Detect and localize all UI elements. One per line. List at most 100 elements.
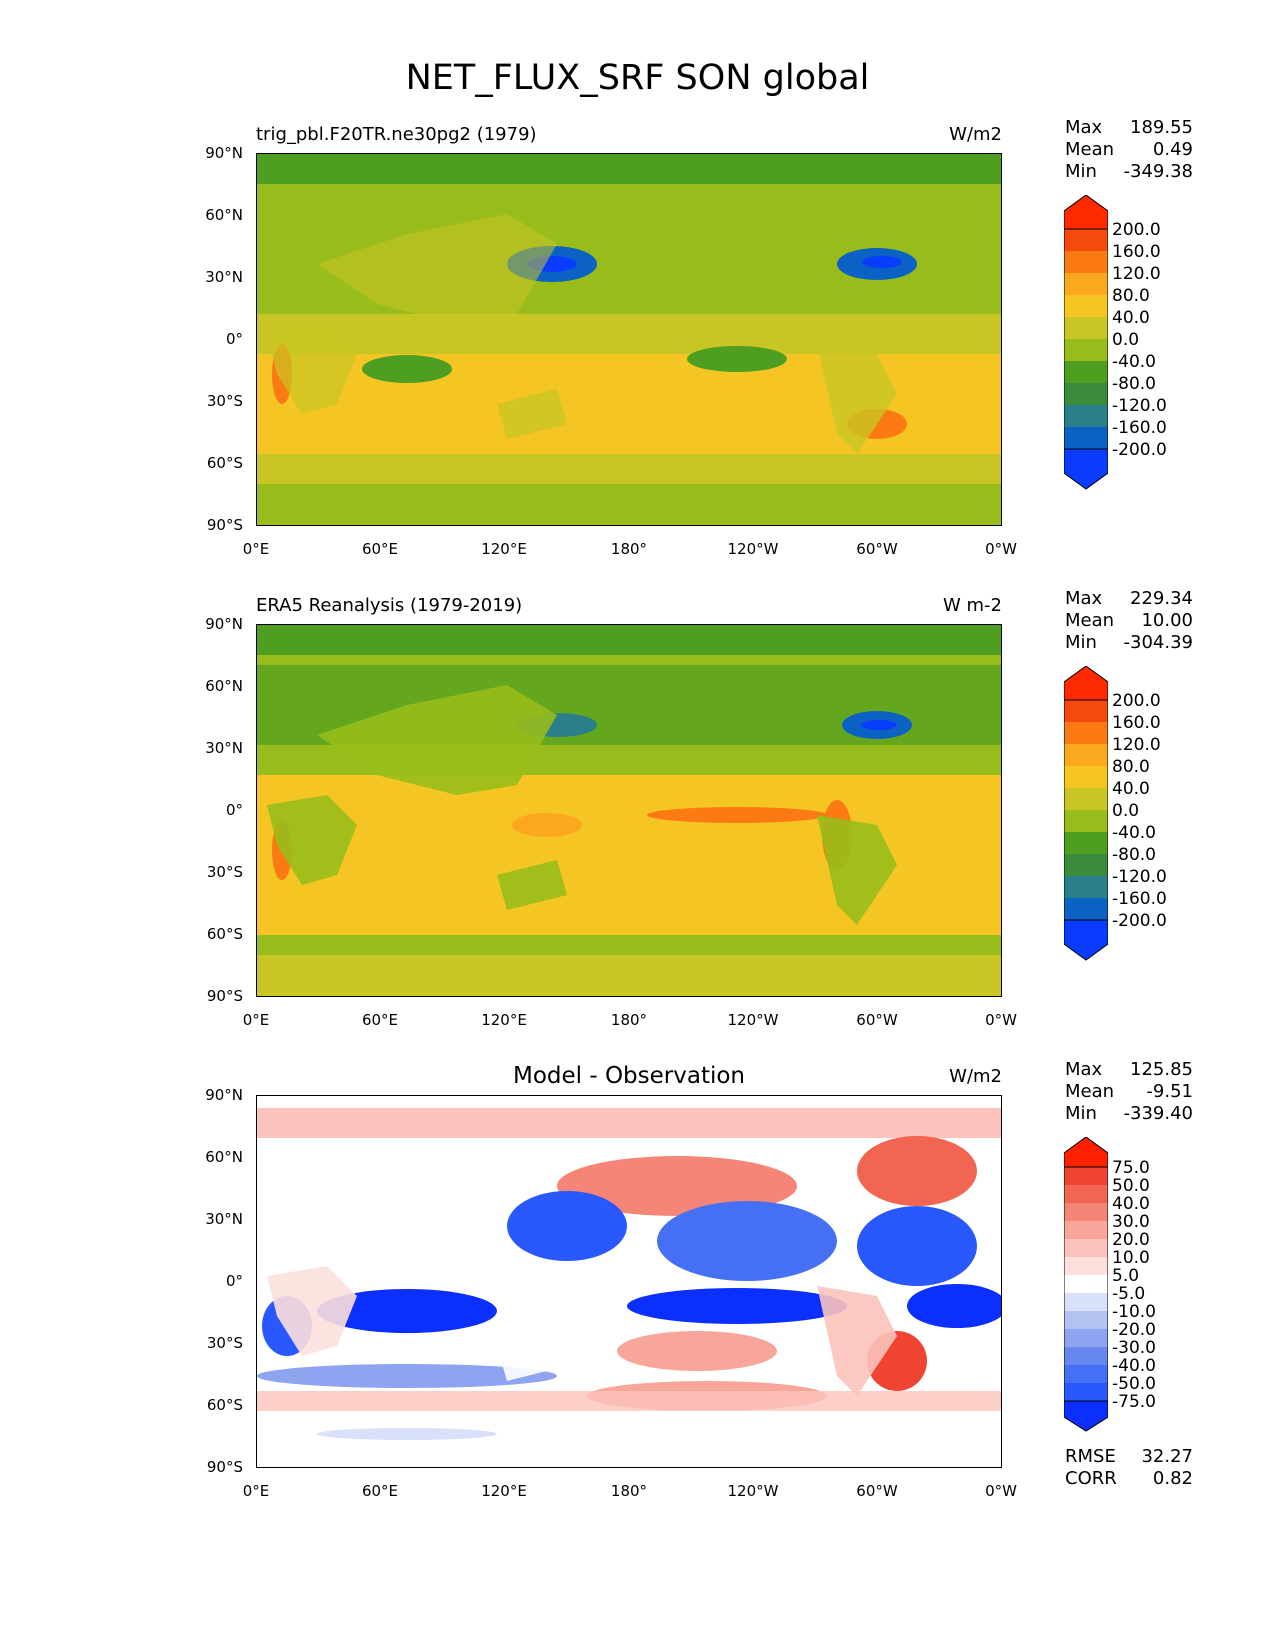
stat-mean: 10.00 xyxy=(1141,610,1193,631)
y-tick-label: 30°N xyxy=(205,1210,243,1228)
panel-units: W/m2 xyxy=(949,124,1002,145)
x-tick-label: 0°W xyxy=(985,1482,1017,1500)
x-tick-label: 120°E xyxy=(481,1482,527,1500)
stat-min: -304.39 xyxy=(1123,632,1193,653)
x-tick-label: 60°W xyxy=(856,1011,898,1029)
x-tick-label: 60°W xyxy=(856,540,898,558)
y-tick-label: 30°S xyxy=(206,863,243,881)
colorbar-label: -120.0 xyxy=(1112,867,1167,887)
stat-label: Mean xyxy=(1065,610,1115,631)
colorbar-label: -160.0 xyxy=(1112,889,1167,909)
colorbar-label: 0.0 xyxy=(1112,330,1140,350)
x-tick-label: 120°E xyxy=(481,1011,527,1029)
y-tick-label: 90°N xyxy=(205,615,243,633)
colorbar-label: -40.0 xyxy=(1112,1356,1156,1376)
colorbar-label: 120.0 xyxy=(1112,264,1161,284)
x-tick-label: 0°E xyxy=(242,1482,270,1500)
y-tick-label: 60°N xyxy=(205,206,243,224)
colorbar-label: 160.0 xyxy=(1112,713,1161,733)
y-tick-label: 30°N xyxy=(205,739,243,757)
corr-label: CORR xyxy=(1065,1468,1117,1489)
colorbar-label: 80.0 xyxy=(1112,286,1150,306)
colorbar-label: 80.0 xyxy=(1112,757,1150,777)
colorbar-label: -75.0 xyxy=(1112,1392,1156,1412)
map-plot xyxy=(256,624,1002,997)
colorbar-label: -80.0 xyxy=(1112,845,1156,865)
x-tick-label: 120°W xyxy=(727,1482,779,1500)
y-tick-label: 90°N xyxy=(205,1086,243,1104)
colorbar-label: 0.0 xyxy=(1112,801,1140,821)
stat-label: Min xyxy=(1065,632,1097,653)
figure-title: NET_FLUX_SRF SON global xyxy=(405,58,870,98)
colorbar-label: -40.0 xyxy=(1112,823,1156,843)
colorbar-label: 20.0 xyxy=(1112,1230,1150,1250)
colorbar-label: 200.0 xyxy=(1112,220,1161,240)
y-tick-label: 0° xyxy=(225,330,243,348)
colorbar-label: -5.0 xyxy=(1112,1284,1146,1304)
corr-value: 0.82 xyxy=(1152,1468,1193,1489)
y-tick-label: 60°S xyxy=(206,454,243,472)
panel-title: Model - Observation xyxy=(512,1063,746,1089)
stat-label: Max xyxy=(1065,1059,1103,1080)
colorbar-label: -160.0 xyxy=(1112,418,1167,438)
colorbar xyxy=(1063,1136,1109,1436)
colorbar-label: -40.0 xyxy=(1112,352,1156,372)
x-tick-label: 60°W xyxy=(856,1482,898,1500)
stat-label: Mean xyxy=(1065,139,1115,160)
stat-label: Max xyxy=(1065,117,1103,138)
colorbar-label: -30.0 xyxy=(1112,1338,1156,1358)
stat-min: -349.38 xyxy=(1123,161,1193,182)
x-tick-label: 0°E xyxy=(242,1011,270,1029)
y-tick-label: 60°N xyxy=(205,1148,243,1166)
x-tick-label: 60°E xyxy=(361,1482,399,1500)
colorbar-label: 75.0 xyxy=(1112,1158,1150,1178)
colorbar-label: 40.0 xyxy=(1112,1194,1150,1214)
x-tick-label: 120°W xyxy=(727,540,779,558)
map-plot xyxy=(256,1095,1002,1468)
colorbar-label: 30.0 xyxy=(1112,1212,1150,1232)
colorbar xyxy=(1063,665,1109,965)
x-tick-label: 180° xyxy=(610,1011,648,1029)
stat-label: Mean xyxy=(1065,1081,1115,1102)
stats-box: Max 229.34 Mean 10.00 Min -304.39 xyxy=(1065,588,1193,654)
stat-mean: 0.49 xyxy=(1152,139,1193,160)
stat-max: 125.85 xyxy=(1130,1059,1193,1080)
stats-box: Max 125.85 Mean -9.51 Min -339.40 xyxy=(1065,1059,1193,1125)
stats-box: Max 189.55 Mean 0.49 Min -349.38 xyxy=(1065,117,1193,183)
x-tick-label: 120°W xyxy=(727,1011,779,1029)
colorbar-label: -200.0 xyxy=(1112,911,1167,931)
stat-mean: -9.51 xyxy=(1146,1081,1193,1102)
colorbar-label: -20.0 xyxy=(1112,1320,1156,1340)
y-tick-label: 60°S xyxy=(206,1396,243,1414)
y-tick-label: 30°S xyxy=(206,392,243,410)
x-tick-label: 120°E xyxy=(481,540,527,558)
x-tick-label: 0°E xyxy=(242,540,270,558)
y-tick-label: 90°N xyxy=(205,144,243,162)
x-tick-label: 60°E xyxy=(361,540,399,558)
y-tick-label: 0° xyxy=(225,1272,243,1290)
colorbar-label: 50.0 xyxy=(1112,1176,1150,1196)
panel-title: trig_pbl.F20TR.ne30pg2 (1979) xyxy=(256,124,537,145)
rmse-value: 32.27 xyxy=(1141,1446,1193,1467)
colorbar-label: 200.0 xyxy=(1112,691,1161,711)
stat-label: Min xyxy=(1065,1103,1097,1124)
stat-label: Max xyxy=(1065,588,1103,609)
y-tick-label: 90°S xyxy=(206,1458,243,1476)
y-tick-label: 90°S xyxy=(206,987,243,1005)
colorbar-label: -120.0 xyxy=(1112,396,1167,416)
y-tick-label: 90°S xyxy=(206,516,243,534)
colorbar-label: 120.0 xyxy=(1112,735,1161,755)
colorbar-label: 10.0 xyxy=(1112,1248,1150,1268)
colorbar-label: -200.0 xyxy=(1112,440,1167,460)
colorbar-label: -10.0 xyxy=(1112,1302,1156,1322)
y-tick-label: 60°N xyxy=(205,677,243,695)
map-plot xyxy=(256,153,1002,526)
colorbar-label: 40.0 xyxy=(1112,308,1150,328)
y-tick-label: 30°S xyxy=(206,1334,243,1352)
y-tick-label: 60°S xyxy=(206,925,243,943)
colorbar-label: 160.0 xyxy=(1112,242,1161,262)
panel-units: W/m2 xyxy=(949,1066,1002,1087)
colorbar-label: 40.0 xyxy=(1112,779,1150,799)
colorbar-label: -80.0 xyxy=(1112,374,1156,394)
x-tick-label: 0°W xyxy=(985,540,1017,558)
